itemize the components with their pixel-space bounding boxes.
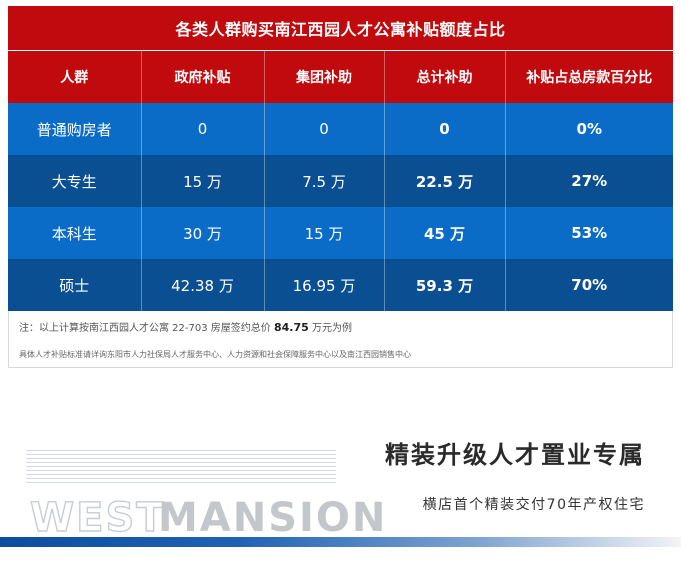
cell-gov: 42.38 万 (141, 259, 265, 311)
price-note: 注：以上计算按南江西园人才公寓 22-703 房屋签约总价 84.75 万元为例 (19, 319, 352, 334)
cell-group: 大专生 (8, 155, 142, 207)
table-row: 普通购房者 0 0 0 0% (8, 103, 673, 155)
cell-group: 硕士 (8, 259, 142, 311)
cell-gov: 30 万 (141, 207, 265, 259)
cell-group: 普通购房者 (8, 103, 142, 155)
cell-total: 0 (384, 103, 506, 155)
promo-heading: 精装升级人才置业专属 (385, 441, 645, 469)
cell-total: 22.5 万 (384, 155, 506, 207)
cell-group: 本科生 (8, 207, 142, 259)
header-total-subsidy: 总计补助 (384, 51, 506, 103)
promo-footer: 精装升级人才置业专属 横店首个精装交付70年产权住宅 WEST MANSION (0, 415, 681, 562)
subsidy-table-section: 各类人群购买南江西园人才公寓补贴额度占比 人群 政府补贴 集团补助 总计补助 补… (8, 6, 673, 368)
table-notes: 注：以上计算按南江西园人才公寓 22-703 房屋签约总价 84.75 万元为例… (8, 311, 673, 368)
cell-total: 45 万 (384, 207, 506, 259)
note-price: 84.75 (273, 321, 309, 334)
cell-corp: 15 万 (264, 207, 385, 259)
gradient-bar (0, 537, 681, 547)
watermark-mansion: MANSION (158, 495, 388, 541)
header-subsidy-percent: 补贴占总房款百分比 (526, 70, 653, 86)
table-row: 大专生 15 万 7.5 万 22.5 万 27% (8, 155, 673, 207)
consult-note: 具体人才补贴标准请详询东阳市人力社保局人才服务中心、人力资源和社会保障服务中心以… (19, 350, 411, 359)
cell-percent: 53% (571, 224, 608, 242)
cell-gov: 15 万 (141, 155, 265, 207)
header-group: 人群 (8, 51, 142, 103)
cell-percent: 27% (571, 172, 608, 190)
decorative-stripes (26, 450, 336, 486)
cell-total: 59.3 万 (384, 259, 506, 311)
table-title: 各类人群购买南江西园人才公寓补贴额度占比 (8, 6, 673, 51)
header-gov-subsidy: 政府补贴 (141, 51, 265, 103)
cell-gov: 0 (141, 103, 265, 155)
cell-corp: 7.5 万 (264, 155, 385, 207)
table-row: 硕士 42.38 万 16.95 万 59.3 万 70% (8, 259, 673, 311)
cell-percent: 0% (576, 120, 602, 138)
note-prefix: 注：以上计算按南江西园人才公寓 22-703 房屋签约总价 (19, 323, 271, 334)
cell-corp: 16.95 万 (264, 259, 385, 311)
header-corp-subsidy: 集团补助 (264, 51, 385, 103)
note-suffix: 万元为例 (311, 323, 352, 334)
table-header-row: 人群 政府补贴 集团补助 总计补助 补贴占总房款百分比 (8, 51, 673, 103)
cell-percent: 70% (571, 276, 608, 294)
cell-corp: 0 (264, 103, 385, 155)
subsidy-table: 人群 政府补贴 集团补助 总计补助 补贴占总房款百分比 普通购房者 0 0 0 … (8, 51, 673, 311)
table-row: 本科生 30 万 15 万 45 万 53% (8, 207, 673, 259)
watermark-west: WEST (29, 494, 166, 541)
promo-subheading: 横店首个精装交付70年产权住宅 (422, 497, 645, 513)
